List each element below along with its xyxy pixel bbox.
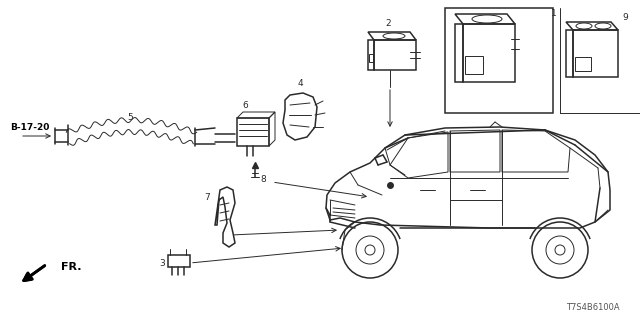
- Bar: [369, 54, 373, 62]
- Text: FR.: FR.: [61, 262, 81, 272]
- Bar: [168, 255, 190, 267]
- Text: 4: 4: [297, 78, 303, 87]
- Text: 8: 8: [260, 174, 266, 183]
- Text: 9: 9: [622, 13, 628, 22]
- Bar: [575, 57, 591, 71]
- Bar: [465, 56, 483, 74]
- Text: B-17-20: B-17-20: [10, 124, 50, 132]
- Text: 7: 7: [204, 193, 210, 202]
- Text: 2: 2: [385, 20, 391, 28]
- Bar: [445, 8, 553, 113]
- Text: 3: 3: [159, 259, 165, 268]
- Text: 5: 5: [127, 114, 133, 123]
- Bar: [237, 118, 269, 146]
- Text: 6: 6: [242, 100, 248, 109]
- Text: 1: 1: [551, 10, 557, 19]
- Text: T7S4B6100A: T7S4B6100A: [566, 303, 620, 313]
